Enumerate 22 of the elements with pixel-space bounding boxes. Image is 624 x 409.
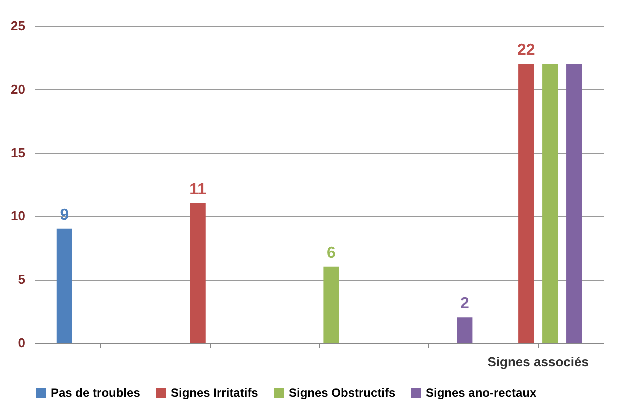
bar bbox=[457, 318, 473, 343]
data-label: 22 bbox=[517, 42, 536, 60]
legend-label: Signes Irritatifs bbox=[171, 386, 259, 400]
bar bbox=[566, 64, 582, 343]
y-tick-label: 5 bbox=[18, 272, 26, 288]
y-tick-label: 25 bbox=[11, 18, 26, 34]
bar bbox=[324, 266, 340, 343]
legend-label: Signes Obstructifs bbox=[289, 386, 396, 400]
bar bbox=[542, 64, 558, 343]
y-tick-label: 20 bbox=[11, 82, 26, 97]
bar bbox=[190, 204, 206, 343]
bar bbox=[56, 228, 72, 343]
data-label: 2 bbox=[460, 296, 470, 313]
y-tick-label: 15 bbox=[11, 145, 26, 160]
bar bbox=[518, 64, 534, 343]
y-tick-label: 0 bbox=[18, 336, 26, 350]
legend-label: Signes ano-rectaux bbox=[426, 386, 538, 400]
data-label: 11 bbox=[190, 182, 207, 199]
y-tick-label: 10 bbox=[11, 208, 26, 224]
x-tick-label: Signes associés bbox=[488, 354, 589, 370]
data-label: 6 bbox=[327, 244, 336, 262]
legend-label: Pas de troubles bbox=[51, 386, 141, 400]
